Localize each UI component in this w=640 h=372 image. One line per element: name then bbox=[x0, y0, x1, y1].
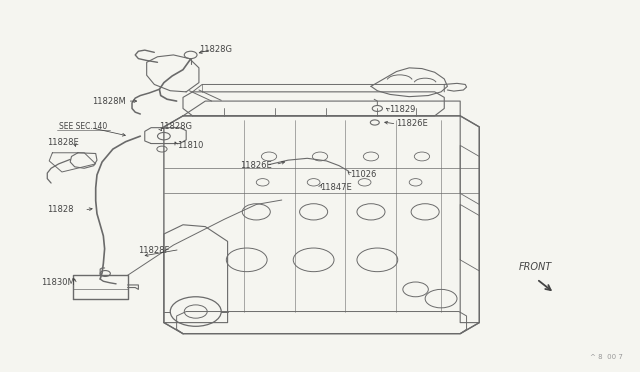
Text: 11828G: 11828G bbox=[159, 122, 193, 131]
Text: 11830M: 11830M bbox=[41, 278, 75, 287]
Text: 11847E: 11847E bbox=[320, 183, 352, 192]
Text: FRONT: FRONT bbox=[519, 262, 552, 272]
Text: 11828M: 11828M bbox=[92, 97, 125, 106]
Text: 11828G: 11828G bbox=[199, 45, 232, 54]
Text: 11829: 11829 bbox=[389, 105, 415, 115]
Text: 11810: 11810 bbox=[177, 141, 203, 150]
Text: 11828F: 11828F bbox=[138, 246, 170, 255]
Text: 11826E: 11826E bbox=[240, 161, 271, 170]
Text: 11828E: 11828E bbox=[47, 138, 79, 147]
Text: 11828: 11828 bbox=[47, 205, 74, 215]
Text: SEE SEC.140: SEE SEC.140 bbox=[59, 122, 107, 131]
Text: 11026: 11026 bbox=[351, 170, 377, 179]
Text: ^ 8  00 7: ^ 8 00 7 bbox=[590, 353, 623, 359]
Text: 11826E: 11826E bbox=[396, 119, 428, 128]
